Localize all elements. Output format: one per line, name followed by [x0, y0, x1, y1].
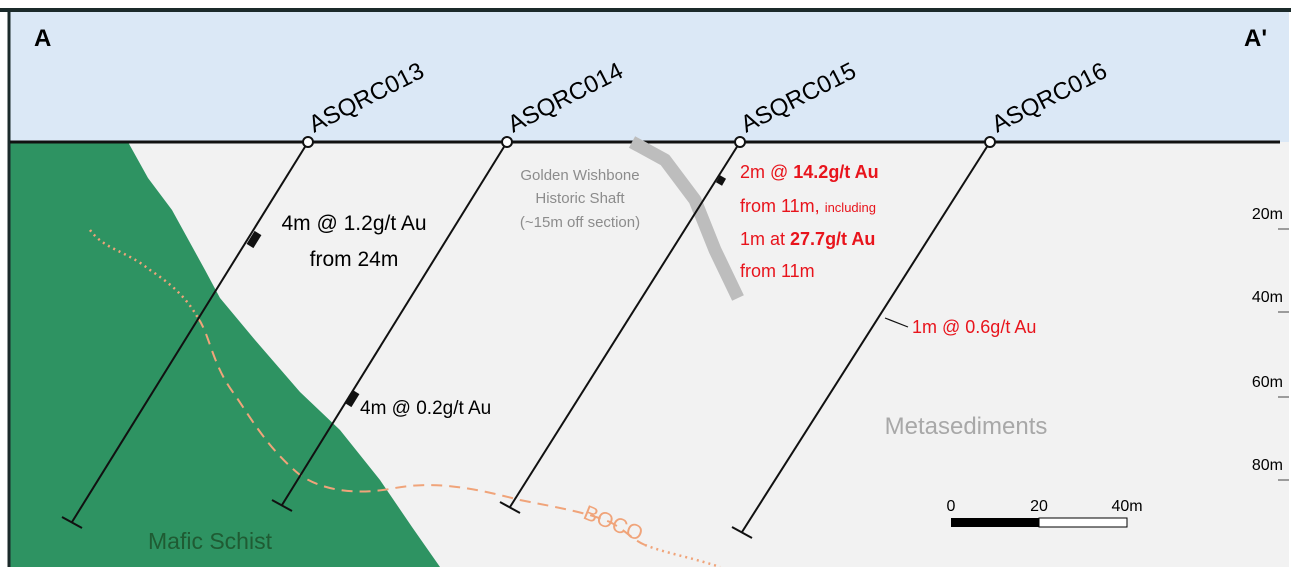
end-of-hole-tick — [731, 526, 753, 539]
intercept-asqrc015-grade1: 14.2g/t Au — [793, 162, 878, 182]
intercept-asqrc013-line1: 4m @ 1.2g/t Au — [281, 212, 426, 235]
boco-contact-dotted-lower — [644, 543, 721, 567]
end-of-hole-tick — [271, 499, 293, 512]
drill-trace — [741, 141, 991, 533]
scale-bar: 0 20 40m — [947, 498, 1143, 528]
scale-bar-black-segment — [951, 518, 1039, 527]
sky-band — [10, 10, 1289, 142]
drill-trace — [71, 141, 309, 523]
section-start-label: A — [34, 25, 51, 52]
intercept-leader — [884, 317, 909, 328]
intercept-marker — [246, 230, 262, 249]
collar-marker — [501, 136, 513, 148]
end-of-hole-tick — [61, 516, 83, 529]
intercept-asqrc015-line3: 1m at 27.7g/t Au — [740, 229, 875, 249]
intercept-marker — [344, 389, 360, 408]
intercept-asqrc015-including: including — [825, 200, 876, 215]
intercept-asqrc013-line2: from 24m — [310, 248, 399, 271]
drill-trace — [281, 141, 508, 506]
collar-marker — [302, 136, 314, 148]
intercept-asqrc015-line4: from 11m — [740, 261, 815, 281]
intercept-asqrc015-line1: 2m @ 14.2g/t Au — [740, 162, 879, 182]
depth-axis: 20m 40m 60m 80m — [1252, 206, 1289, 481]
shaft-label-line3: (~15m off section) — [520, 214, 640, 231]
collar-marker — [734, 136, 746, 148]
shaft-label-line1: Golden Wishbone — [520, 167, 639, 184]
section-end-label: A' — [1244, 25, 1267, 52]
scale-bar-label-20: 20 — [1030, 498, 1048, 515]
historic-shaft — [628, 136, 744, 301]
shaft-label-line2: Historic Shaft — [535, 190, 625, 207]
intercept-asqrc015-prefix1: 2m @ — [740, 162, 793, 182]
intercept-asqrc014: 4m @ 0.2g/t Au — [360, 398, 491, 419]
boco-contact-dashed — [197, 317, 646, 546]
intercept-asqrc015-prefix2: from 11m, — [740, 196, 825, 216]
depth-tick-label-20: 20m — [1252, 206, 1283, 223]
intercept-marker — [715, 175, 727, 186]
scale-bar-label-40: 40m — [1111, 498, 1142, 515]
depth-tick-label-40: 40m — [1252, 289, 1283, 306]
intercept-asqrc015-grade2: 27.7g/t Au — [790, 229, 875, 249]
lithology-label-mafic: Mafic Schist — [148, 528, 273, 554]
scale-bar-white-segment — [1038, 517, 1128, 528]
drillhole-asqrc015 — [499, 136, 746, 514]
collar-marker — [984, 136, 996, 148]
intercept-asqrc015-prefix3: 1m at — [740, 229, 790, 249]
drillhole-asqrc016 — [731, 136, 996, 539]
depth-tick-label-60: 60m — [1252, 374, 1283, 391]
intercept-asqrc016: 1m @ 0.6g/t Au — [912, 317, 1036, 337]
end-of-hole-tick — [499, 501, 521, 514]
boco-contact-dotted-upper — [89, 229, 200, 319]
mafic-schist-body — [10, 142, 440, 567]
drill-trace — [509, 141, 741, 508]
drillhole-asqrc013 — [61, 136, 314, 529]
lithology-label-metasediments: Metasediments — [885, 413, 1048, 440]
intercept-asqrc015-line2: from 11m, including — [740, 196, 876, 216]
drillhole-asqrc014 — [271, 136, 513, 512]
scale-bar-label-0: 0 — [947, 498, 956, 515]
depth-tick-label-80: 80m — [1252, 457, 1283, 474]
